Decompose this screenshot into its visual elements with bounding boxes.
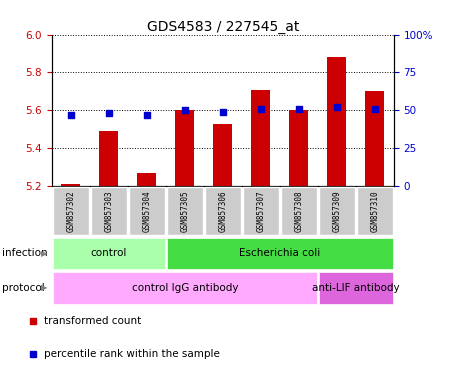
Bar [175, 111, 194, 186]
Text: control IgG antibody: control IgG antibody [131, 283, 238, 293]
Bar [319, 273, 393, 303]
Point [67, 112, 74, 118]
Bar [243, 187, 279, 235]
Bar [53, 238, 165, 269]
Point [219, 109, 226, 115]
Bar [61, 184, 80, 186]
Text: ▶: ▶ [41, 283, 47, 293]
Text: GSM857305: GSM857305 [180, 190, 189, 232]
Text: GSM857303: GSM857303 [104, 190, 113, 232]
Text: GSM857310: GSM857310 [370, 190, 379, 232]
Bar [365, 91, 384, 186]
Point [143, 112, 150, 118]
Bar [90, 187, 127, 235]
Title: GDS4583 / 227545_at: GDS4583 / 227545_at [147, 20, 299, 33]
Text: GSM857309: GSM857309 [332, 190, 341, 232]
Bar [356, 187, 393, 235]
Bar [204, 187, 241, 235]
Text: GSM857308: GSM857308 [294, 190, 303, 232]
Bar [129, 187, 165, 235]
Text: infection: infection [2, 248, 48, 258]
Text: GSM857306: GSM857306 [218, 190, 227, 232]
Point [333, 104, 340, 111]
Point [181, 108, 189, 114]
Text: protocol: protocol [2, 283, 45, 293]
Text: control: control [90, 248, 127, 258]
Point [295, 106, 302, 112]
Bar [53, 273, 317, 303]
Text: percentile rank within the sample: percentile rank within the sample [44, 349, 220, 359]
Text: GSM857307: GSM857307 [256, 190, 265, 232]
Point [371, 106, 378, 112]
Bar [166, 187, 203, 235]
Bar [213, 124, 232, 186]
Point [105, 110, 112, 116]
Text: Escherichia coli: Escherichia coli [239, 248, 320, 258]
Bar [319, 187, 355, 235]
Point [257, 106, 264, 112]
Bar [166, 238, 393, 269]
Bar [99, 131, 118, 186]
Bar [280, 187, 317, 235]
Text: anti-LIF antibody: anti-LIF antibody [312, 283, 400, 293]
Text: GSM857302: GSM857302 [66, 190, 75, 232]
Bar [53, 187, 89, 235]
Text: ▶: ▶ [41, 249, 47, 258]
Bar [137, 173, 156, 186]
Text: GSM857304: GSM857304 [142, 190, 151, 232]
Bar [251, 89, 270, 186]
Text: transformed count: transformed count [44, 316, 141, 326]
Bar [289, 111, 308, 186]
Bar [327, 57, 346, 186]
